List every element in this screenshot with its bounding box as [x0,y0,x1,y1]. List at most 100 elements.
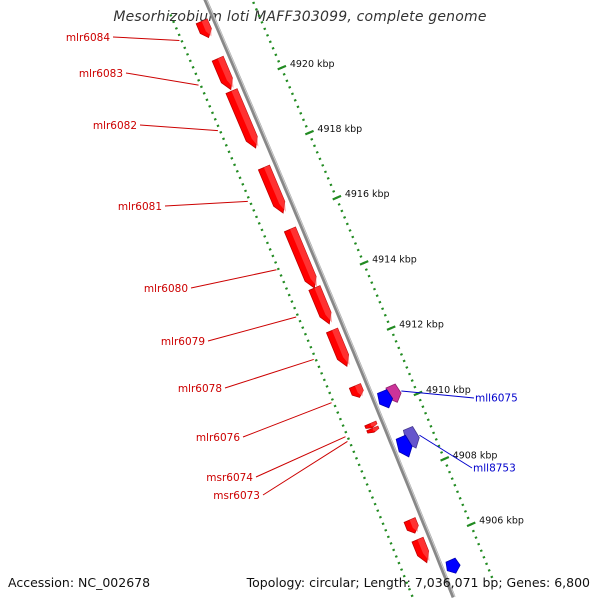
gene-label-forward[interactable]: mlr6078 [178,383,222,395]
right-tick-mark [418,398,422,402]
left-tick-mark [397,561,401,565]
scale-tick-label: 4914 kbp [372,254,417,265]
scale-tick-label: 4916 kbp [345,189,390,200]
genome-summary: Topology: circular; Length: 7,036,071 bp… [246,575,590,590]
gene-leader-line [419,434,473,469]
right-tick-mark [271,46,275,50]
left-tick-mark [282,280,286,284]
left-tick-mark [346,437,350,441]
gene-label-forward[interactable]: mlr6080 [144,283,188,295]
reverse-gene-arrow[interactable] [395,434,413,458]
left-tick-mark [180,39,184,43]
gene-leader-line [125,72,199,86]
right-tick-mark [348,229,352,232]
left-tick-mark [293,306,297,310]
left-tick-mark [177,33,181,37]
left-tick-mark [365,483,369,486]
gene-label-forward[interactable]: msr6074 [206,472,253,484]
left-tick-mark [230,156,234,160]
reverse-gene-arrow[interactable] [377,389,394,409]
reverse-gene-arrow[interactable] [445,557,461,574]
right-tick-mark [402,359,406,363]
left-tick-mark [246,195,250,199]
left-tick-mark [194,72,198,76]
left-tick-mark [222,137,226,141]
left-tick-mark [268,248,272,251]
gene-leader-line [190,269,277,289]
right-tick-mark [370,281,374,285]
left-tick-mark [183,46,187,50]
right-tick-mark [263,27,267,31]
forward-gene-highlight [370,421,377,427]
genome-backbone-highlight [206,0,456,597]
left-tick-mark [257,221,261,225]
left-tick-mark [295,313,299,317]
right-tick-mark [424,411,428,415]
left-tick-mark [227,150,231,154]
right-tick-mark [485,562,489,566]
left-tick-mark [378,515,382,519]
right-tick-mark [450,477,454,481]
right-tick-mark [448,470,452,474]
left-tick-mark [306,339,310,343]
left-tick-mark [249,202,253,206]
right-tick-mark [471,529,475,533]
scale-major-tick [304,129,315,136]
forward-gene-highlight [231,88,259,147]
left-tick-mark [309,345,313,349]
gene-label-forward[interactable]: mlr6076 [196,432,241,444]
left-tick-mark [354,456,358,460]
gene-label-forward[interactable]: mlr6084 [66,32,111,44]
right-tick-mark [329,183,333,187]
right-tick-mark [304,124,308,128]
left-tick-mark [254,215,258,219]
left-tick-mark [312,352,316,356]
scale-ticks-group: 4906 kbp 4908 kbp 4910 kbp 4912 kbp 4914 kbp… [169,1,524,598]
left-tick-mark [235,169,239,173]
left-tick-mark [274,261,278,264]
right-tick-mark [252,1,256,5]
right-tick-mark [440,451,444,454]
right-tick-mark [487,568,491,572]
forward-gene-highlight [417,537,430,562]
gene-label-forward[interactable]: msr6073 [213,490,260,502]
scale-major-tick [386,325,396,331]
scale-tick-label: 4920 kbp [290,59,335,70]
right-tick-mark [310,137,314,141]
gene-label-reverse[interactable]: mll6075 [475,393,518,405]
scale-tick-label: 4912 kbp [399,320,444,331]
gene-leader-line [255,436,346,478]
right-tick-mark [482,555,486,559]
right-tick-mark [394,339,398,343]
left-tick-mark [368,489,372,493]
gene-label-reverse[interactable]: mll8753 [473,463,516,475]
left-tick-mark [344,430,348,434]
left-tick-mark [186,52,190,56]
left-tick-mark [191,65,195,69]
genes-group [195,18,461,574]
left-tick-mark [233,163,237,167]
scale-major-tick [413,390,423,397]
right-tick-mark [405,366,409,369]
left-tick-mark [197,78,201,82]
right-tick-mark [408,372,412,376]
left-tick-mark [169,14,173,17]
gene-label-forward[interactable]: mlr6081 [118,201,162,213]
left-tick-mark [238,176,242,180]
right-tick-mark [290,92,294,96]
right-tick-mark [381,307,385,311]
forward-gene-highlight [409,517,419,532]
gene-label-forward[interactable]: mlr6083 [79,68,123,80]
right-tick-mark [326,176,330,180]
right-tick-mark [312,144,316,148]
left-tick-mark [174,26,178,30]
right-tick-mark [359,255,363,258]
right-tick-mark [337,203,341,206]
right-tick-mark [461,503,465,507]
left-tick-mark [287,293,291,297]
gene-label-forward[interactable]: mlr6079 [161,336,205,348]
right-tick-mark [437,444,441,448]
gene-label-forward[interactable]: mlr6082 [93,120,137,132]
